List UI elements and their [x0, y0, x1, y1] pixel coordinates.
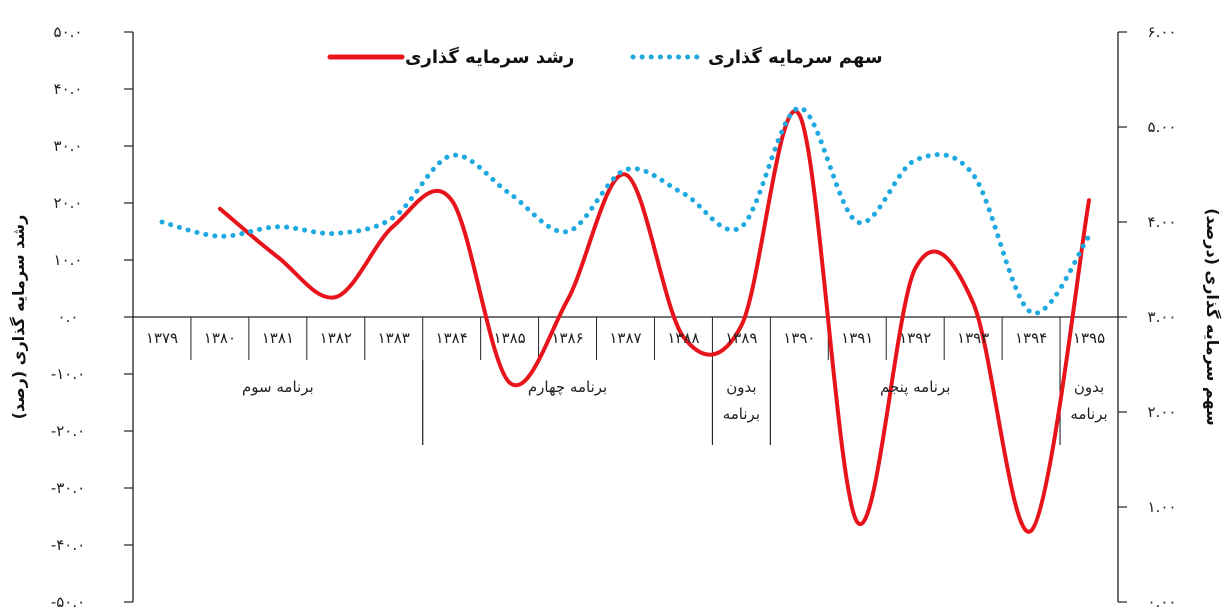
right-tick-label: ۴.۰۰	[1148, 213, 1177, 231]
year-label: ۱۳۸۴	[436, 329, 468, 347]
legend-label-share: سهم سرمایه گذاری	[708, 46, 883, 68]
year-label: ۱۳۸۱	[262, 329, 294, 347]
data-point-0	[566, 298, 569, 301]
data-point-1	[508, 192, 511, 195]
data-point-1	[740, 225, 743, 228]
right-tick-label: ۵.۰۰	[1148, 118, 1177, 136]
data-point-1	[392, 216, 395, 219]
left-tick-label: ۴۰.۰	[54, 80, 83, 98]
right-tick-label: ۶.۰۰	[1148, 23, 1177, 41]
year-label: ۱۳۸۸	[667, 329, 699, 347]
year-label: ۱۳۹۰	[783, 329, 815, 347]
year-label: ۱۳۸۲	[320, 329, 352, 347]
right-tick-label: ۳.۰۰	[1148, 308, 1177, 326]
data-point-0	[1088, 199, 1091, 202]
left-tick-label: -۴۰.۰	[51, 536, 85, 554]
year-label: ۱۳۹۲	[899, 329, 931, 347]
data-point-1	[1030, 311, 1033, 314]
year-label: ۱۳۷۹	[146, 329, 178, 347]
year-label: ۱۳۹۵	[1073, 329, 1105, 347]
left-tick-label: ۰.۰	[58, 308, 79, 326]
right-tick-label: ۰.۰۰	[1148, 593, 1177, 608]
data-point-0	[508, 381, 511, 384]
data-point-0	[1030, 529, 1033, 532]
data-point-0	[624, 173, 627, 176]
data-point-0	[856, 521, 859, 524]
program-label: برنامه چهارم	[528, 378, 607, 396]
data-point-0	[798, 113, 801, 116]
legend-label-growth: رشد سرمایه گذاری	[405, 46, 574, 68]
year-label: ۱۳۸۷	[609, 329, 641, 347]
program-label: برنامه	[723, 405, 760, 423]
data-point-0	[218, 207, 221, 210]
series-layer	[159, 105, 1092, 534]
data-point-1	[624, 168, 627, 171]
year-label: ۱۳۸۳	[378, 329, 410, 347]
data-point-1	[334, 232, 337, 235]
data-point-0	[914, 267, 917, 270]
year-label: ۱۳۹۴	[1015, 329, 1047, 347]
data-point-1	[566, 230, 569, 233]
left-tick-label: -۵۰.۰	[51, 593, 85, 608]
axes-layer	[124, 31, 1127, 603]
data-point-1	[160, 221, 163, 224]
data-point-0	[334, 296, 337, 299]
right-axis-title: سهم سرمایه گذاری (درصد)	[1203, 208, 1222, 426]
data-point-0	[740, 324, 743, 327]
data-point-0	[972, 301, 975, 304]
data-point-1	[856, 221, 859, 224]
year-label: ۱۳۸۶	[551, 329, 583, 347]
program-label: برنامه سوم	[242, 378, 314, 396]
program-label: بدون	[1074, 378, 1104, 396]
program-label: برنامه پنجم	[880, 378, 950, 397]
left-tick-label: -۳۰.۰	[51, 479, 85, 497]
data-point-0	[392, 224, 395, 227]
data-point-1	[218, 235, 221, 238]
year-label: ۱۳۸۹	[725, 329, 757, 347]
year-label: ۱۳۸۰	[204, 329, 236, 347]
data-point-1	[914, 159, 917, 162]
program-label: بدون	[726, 378, 756, 396]
year-label: ۱۳۹۱	[841, 329, 873, 347]
year-label: ۱۳۹۳	[957, 329, 989, 347]
text-layer: ۵۰.۰ ۴۰.۰ ۳۰.۰ ۲۰.۰ ۱۰.۰ ۰.۰ -۱۰.۰ -۲۰.۰ -۳۰.۰ -۴…	[9, 23, 1222, 608]
year-label: ۱۳۸۵	[494, 329, 526, 347]
data-point-0	[276, 256, 279, 259]
right-tick-label: ۱.۰۰	[1148, 498, 1177, 516]
data-point-1	[798, 107, 801, 110]
data-point-0	[450, 199, 453, 202]
left-tick-label: -۲۰.۰	[51, 422, 85, 440]
data-point-1	[276, 225, 279, 228]
data-point-1	[972, 173, 975, 176]
legend: رشد سرمایه گذاری سهم سرمایه گذاری	[327, 46, 883, 68]
left-tick-label: ۱۰.۰	[54, 251, 83, 269]
series-line-0	[217, 109, 1091, 534]
right-tick-label: ۲.۰۰	[1148, 403, 1177, 421]
left-tick-label: -۱۰.۰	[51, 365, 85, 383]
data-point-1	[1088, 235, 1091, 238]
left-axis-title: رشد سرمایه گذاری (رصد)	[9, 215, 28, 420]
left-tick-label: ۳۰.۰	[54, 137, 83, 155]
data-point-1	[682, 192, 685, 195]
left-tick-label: ۲۰.۰	[54, 194, 83, 212]
series-line-1	[159, 105, 1092, 316]
left-tick-label: ۵۰.۰	[54, 23, 83, 41]
data-point-1	[450, 154, 453, 157]
program-label: برنامه	[1070, 405, 1107, 423]
